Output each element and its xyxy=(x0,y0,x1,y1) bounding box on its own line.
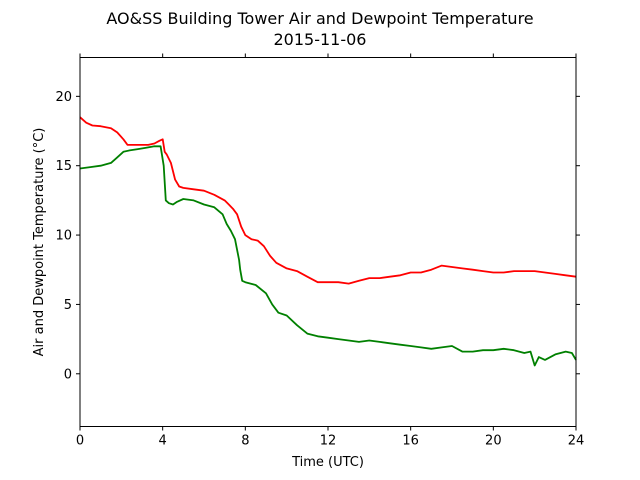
y-axis-ticks: 0 5 10 15 20 xyxy=(55,90,580,382)
series-line-2 xyxy=(79,145,577,367)
y-tick-label: 0 xyxy=(64,367,72,382)
x-tick-label: 8 xyxy=(241,434,249,449)
x-tick-label: 16 xyxy=(402,434,419,449)
x-tick-label: 12 xyxy=(320,434,337,449)
x-tick-label: 20 xyxy=(485,434,502,449)
series-line-1 xyxy=(79,116,577,285)
plot-series xyxy=(79,116,577,367)
x-axis-ticks: 0 4 8 12 16 20 24 xyxy=(76,53,585,449)
x-axis-label: Time (UTC) xyxy=(291,455,364,470)
y-axis-label: Air and Dewpoint Temperature (°C) xyxy=(32,128,47,357)
y-tick-label: 10 xyxy=(55,229,72,244)
x-tick-label: 24 xyxy=(568,434,585,449)
chart-title: AO&SS Building Tower Air and Dewpoint Te… xyxy=(106,9,533,28)
chart-subtitle: 2015-11-06 xyxy=(274,30,367,49)
x-tick-label: 0 xyxy=(76,434,84,449)
x-tick-label: 4 xyxy=(159,434,167,449)
y-tick-label: 20 xyxy=(55,90,72,105)
y-tick-label: 5 xyxy=(64,298,72,313)
y-tick-label: 15 xyxy=(55,159,72,174)
